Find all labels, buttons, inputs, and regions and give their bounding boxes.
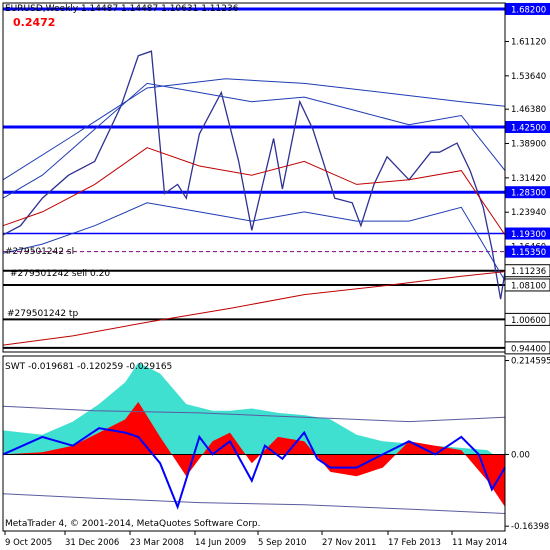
- copyright-text: MetaTrader 4, © 2001-2014, MetaQuotes So…: [5, 519, 261, 529]
- level-price-tag-label: 1.00600: [511, 316, 546, 326]
- level-price-tag-label: 1.11236: [511, 267, 546, 277]
- time-axis-label: 9 Oct 2005: [5, 538, 52, 548]
- price-plot[interactable]: [2, 7, 506, 349]
- level-price-tag: [505, 2, 550, 15]
- order-sl-label: #279501242 sl: [5, 247, 74, 257]
- time-axis-label: 14 Jun 2009: [195, 538, 246, 548]
- price-axis-label: 1.23940: [511, 208, 546, 218]
- level-price-tag: [505, 186, 550, 199]
- price-axis-label: 1.46380: [511, 105, 546, 115]
- price-axis-label: 1.38900: [511, 140, 546, 150]
- level-price-tag-label: 1.19300: [511, 230, 546, 240]
- level-price-tag-label: 0.94400: [511, 344, 546, 354]
- order-tp-label: #279501242 tp: [7, 309, 78, 319]
- swt-lower-envelope[interactable]: [2, 493, 506, 514]
- chart-title: EURUSD,Weekly 1.14487 1.14487 1.10631 1.…: [5, 4, 239, 14]
- swt-axis-label: 0.214595: [511, 357, 550, 367]
- upper-band-line[interactable]: [2, 82, 506, 199]
- price-axis-label: 1.31420: [511, 174, 546, 184]
- price-axis-label: 1.61120: [511, 37, 546, 47]
- level-price-tag-label: 1.08100: [511, 281, 546, 291]
- time-axis-label: 5 Sep 2010: [258, 538, 306, 548]
- swt-axis-label: -0.163981: [511, 522, 550, 532]
- swt-indicator-plot[interactable]: [2, 362, 506, 514]
- swt-fast-line[interactable]: [2, 427, 506, 510]
- order-sell-label: #279501242 sell 0.20: [10, 269, 110, 279]
- time-axis-label: 23 Mar 2008: [130, 538, 184, 548]
- swt-axis-label: 0.00: [511, 450, 530, 460]
- level-price-tag-label: 1.42500: [511, 123, 546, 133]
- swt-red-area[interactable]: [3, 401, 505, 507]
- time-axis-label: 17 Feb 2013: [388, 538, 441, 548]
- price-axis-label: 1.53640: [511, 72, 546, 82]
- price-plot-frame: [2, 2, 506, 353]
- big-value-readout: 0.2472: [13, 16, 55, 29]
- level-price-tag: [505, 245, 550, 258]
- level-price-tag-label: 1.28300: [511, 189, 546, 199]
- mid-ma-line[interactable]: [2, 147, 506, 236]
- time-axis-label: 27 Nov 2011: [322, 538, 376, 548]
- time-axis-label: 11 May 2014: [452, 538, 507, 548]
- swt-plot-frame: [2, 355, 506, 532]
- price-line[interactable]: [2, 50, 506, 300]
- long-ma-line[interactable]: [2, 271, 506, 346]
- time-axis-label: 31 Dec 2006: [65, 538, 119, 548]
- swt-upper-envelope[interactable]: [2, 405, 506, 423]
- slow-band-line[interactable]: [2, 78, 506, 181]
- lower-band-line[interactable]: [2, 202, 506, 282]
- indicator-label: SWT -0.019681 -0.120259 -0.029165: [5, 362, 172, 372]
- level-price-tag-label: 1.15350: [511, 248, 546, 258]
- level-price-tag: [505, 120, 550, 133]
- level-price-tag-label: 1.68200: [511, 5, 546, 15]
- level-price-tag: [505, 227, 550, 240]
- chart-texts: EURUSD,Weekly 1.14487 1.14487 1.10631 1.…: [5, 4, 261, 529]
